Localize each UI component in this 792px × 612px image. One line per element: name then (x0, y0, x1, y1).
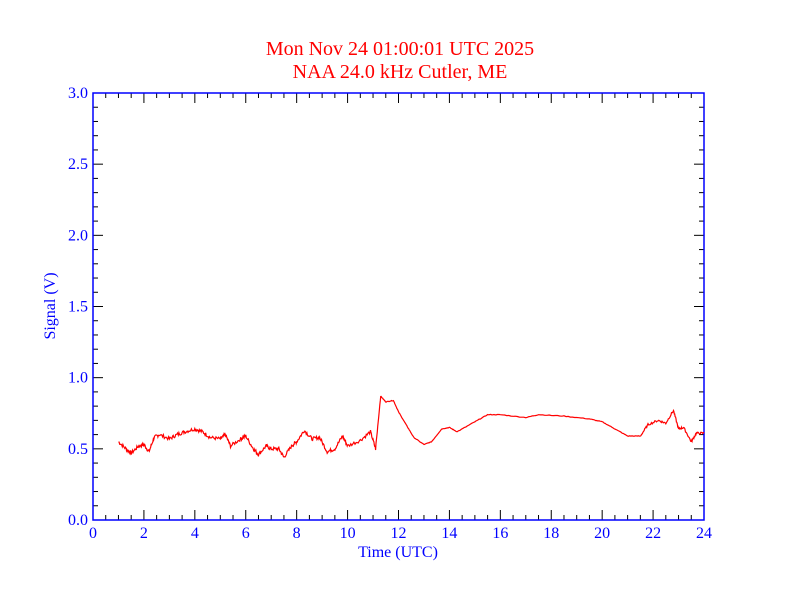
x-tick-label: 8 (293, 525, 301, 542)
y-tick-label: 1.0 (68, 370, 88, 387)
x-tick-label: 12 (391, 525, 407, 542)
plot-frame (92, 92, 705, 521)
x-tick-label: 6 (242, 525, 250, 542)
y-axis-label: Signal (V) (42, 272, 59, 339)
series-line-naa (118, 395, 705, 458)
x-tick-label: 0 (89, 525, 97, 542)
x-tick-label: 16 (492, 525, 508, 542)
y-tick-label: 0.5 (68, 441, 88, 458)
y-tick-label: 0.0 (68, 512, 88, 529)
chart-title: Mon Nov 24 01:00:01 UTC 2025 (266, 38, 534, 60)
x-tick-label: 14 (441, 525, 457, 542)
x-tick-label: 24 (696, 525, 712, 542)
chart-subtitle: NAA 24.0 kHz Cutler, ME (293, 61, 508, 83)
x-tick-label: 2 (140, 525, 148, 542)
y-tick-label: 2.0 (68, 227, 88, 244)
x-tick-label: 18 (543, 525, 559, 542)
x-tick-label: 20 (594, 525, 610, 542)
y-tick-label: 2.5 (68, 156, 88, 173)
y-tick-label: 3.0 (68, 85, 88, 102)
y-tick-label: 1.5 (68, 299, 88, 316)
x-tick-label: 4 (191, 525, 199, 542)
x-axis-label: Time (UTC) (358, 544, 438, 561)
x-tick-label: 22 (645, 525, 661, 542)
x-tick-label: 10 (340, 525, 356, 542)
